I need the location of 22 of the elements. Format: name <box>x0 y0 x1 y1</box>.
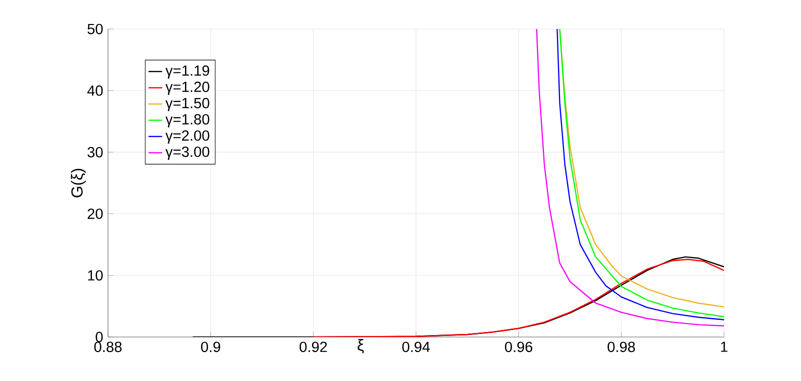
x-tick-label: 1 <box>721 342 728 352</box>
y-tick-label: 40 <box>87 85 103 96</box>
line-series <box>312 258 724 337</box>
x-tick-label: 0.88 <box>94 342 122 352</box>
x-tick-label: 0.94 <box>402 342 430 352</box>
legend-label: γ=1.20 <box>165 82 210 95</box>
y-tick-label: 50 <box>88 24 103 34</box>
legend-label: γ=3.00 <box>165 146 210 160</box>
x-tick-label: 0.98 <box>608 342 635 352</box>
x-axis-title: ξ <box>358 339 364 354</box>
x-tick-label: 0.96 <box>504 342 532 352</box>
legend-label: γ=1.19 <box>165 65 210 79</box>
x-tick-label: 0.9 <box>201 342 220 352</box>
y-tick-label: 0 <box>96 332 103 342</box>
y-axis-title: G(ξ) <box>70 168 86 198</box>
y-tick-label: 10 <box>88 270 103 281</box>
y-tick-label: 20 <box>88 208 103 219</box>
legend-label: γ=1.80 <box>165 114 210 128</box>
x-tick-label: 0.92 <box>300 342 327 352</box>
y-tick-label: 30 <box>88 147 103 158</box>
legend-label: γ=1.50 <box>165 98 210 112</box>
legend-label: γ=2.00 <box>165 130 210 144</box>
